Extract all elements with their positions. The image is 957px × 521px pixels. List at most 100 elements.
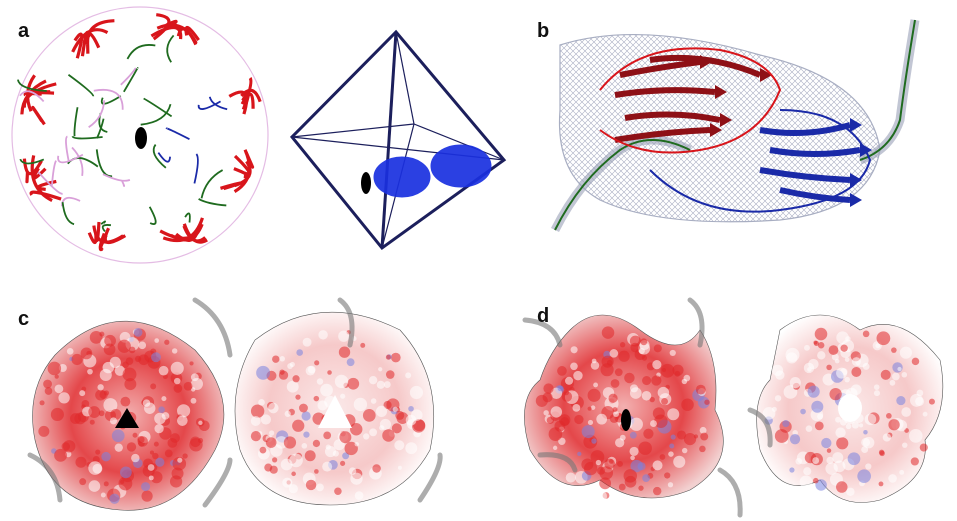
surface-patch xyxy=(901,371,908,378)
strand-arrow-blue xyxy=(850,118,862,132)
surface-patch xyxy=(560,417,570,427)
surface-patch xyxy=(619,342,626,348)
surface-patch xyxy=(928,398,935,405)
surface-patch xyxy=(350,472,363,485)
surface-patch xyxy=(558,437,566,446)
surface-patch xyxy=(99,368,112,382)
surface-patch xyxy=(171,467,184,480)
surface-patch xyxy=(847,452,861,466)
surface-patch xyxy=(599,466,613,480)
surface-patch xyxy=(190,377,203,390)
surface-patch xyxy=(340,393,346,399)
surface-patch xyxy=(695,384,706,395)
loop-strand xyxy=(152,144,167,169)
surface-patch xyxy=(299,403,308,413)
surface-patch xyxy=(638,441,652,455)
surface-patch xyxy=(832,452,844,464)
surface-patch xyxy=(673,455,686,468)
surface-patch xyxy=(861,446,869,454)
surface-patch xyxy=(100,492,106,498)
surface-patch xyxy=(552,445,558,451)
surface-patch xyxy=(318,330,328,340)
surface-patch xyxy=(354,441,360,447)
surface-patch xyxy=(183,381,193,391)
surface-patch xyxy=(862,436,875,449)
surface-patch xyxy=(88,461,102,475)
surface-patch xyxy=(873,390,880,397)
surface-patch xyxy=(87,368,93,375)
surface-patch xyxy=(264,463,273,472)
surface-patch xyxy=(198,438,204,444)
surface-patch xyxy=(863,429,868,435)
surface-patch xyxy=(789,376,801,389)
surface-patch xyxy=(565,472,576,483)
surface-patch xyxy=(409,385,423,400)
surface-patch xyxy=(260,414,272,425)
surface-patch xyxy=(630,455,635,461)
terminal-tail xyxy=(27,452,63,503)
surface-patch xyxy=(316,483,324,492)
surface-patch xyxy=(581,425,595,439)
ribbon-strand xyxy=(35,90,55,95)
surface-patch xyxy=(836,481,848,493)
surface-patch xyxy=(789,434,801,445)
surface-patch xyxy=(272,457,278,463)
surface-patch xyxy=(803,467,812,476)
surface-patch xyxy=(762,407,776,420)
panel-label-b: b xyxy=(537,20,550,42)
surface-patch xyxy=(394,440,405,451)
surface-patch xyxy=(629,446,639,456)
symmetry-ellipse-1 xyxy=(373,156,431,198)
surface-patch xyxy=(312,439,321,448)
surface-patch xyxy=(134,355,142,363)
terminal-tail xyxy=(522,317,563,348)
surface-patch xyxy=(405,372,412,379)
surface-patch xyxy=(171,348,178,354)
surface-patch xyxy=(279,356,286,362)
surface-patch xyxy=(314,360,320,366)
ribbon-strand xyxy=(182,225,207,243)
surface-patch xyxy=(681,378,688,385)
surface-patch xyxy=(875,343,881,349)
surface-patch xyxy=(674,370,681,377)
surface-patch xyxy=(322,461,333,472)
surface-patch xyxy=(54,384,64,394)
surface-patch xyxy=(681,447,688,454)
surface-patch xyxy=(360,342,366,348)
surface-patch xyxy=(43,379,52,389)
surface-patch xyxy=(561,391,573,402)
surface-patch xyxy=(189,361,194,366)
surface-patch xyxy=(142,399,151,407)
surface-patch xyxy=(821,437,832,449)
surface-patch xyxy=(652,486,662,496)
surface-patch xyxy=(376,380,385,389)
surface-patch xyxy=(151,352,161,363)
loop-strand xyxy=(96,118,105,139)
loop-strand xyxy=(101,224,112,233)
surface-patch xyxy=(829,388,842,401)
surface-patch xyxy=(379,425,385,431)
surface-patch xyxy=(149,450,154,455)
surface-patch xyxy=(892,362,903,373)
surface-patch xyxy=(114,365,126,376)
surface-patch xyxy=(350,423,363,436)
surface-patch xyxy=(814,327,828,341)
surface-patch xyxy=(282,477,293,488)
surface-patch xyxy=(338,330,350,342)
surface-patch xyxy=(286,380,299,393)
surface-patch xyxy=(138,354,150,366)
panel-d-fourfold-surface-views xyxy=(27,297,944,518)
surface-patch xyxy=(317,400,328,411)
surface-patch xyxy=(846,487,855,496)
surface-patch xyxy=(601,355,614,368)
surface-patch xyxy=(104,334,116,347)
surface-patch xyxy=(50,407,64,422)
ribbon-strand xyxy=(31,105,46,126)
surface-patch xyxy=(844,357,850,362)
surface-patch xyxy=(325,444,331,450)
surface-patch xyxy=(805,425,813,432)
surface-patch xyxy=(141,482,151,492)
surface-patch xyxy=(851,367,862,378)
ribbon-strand xyxy=(25,171,30,184)
surface-patch xyxy=(111,429,125,443)
